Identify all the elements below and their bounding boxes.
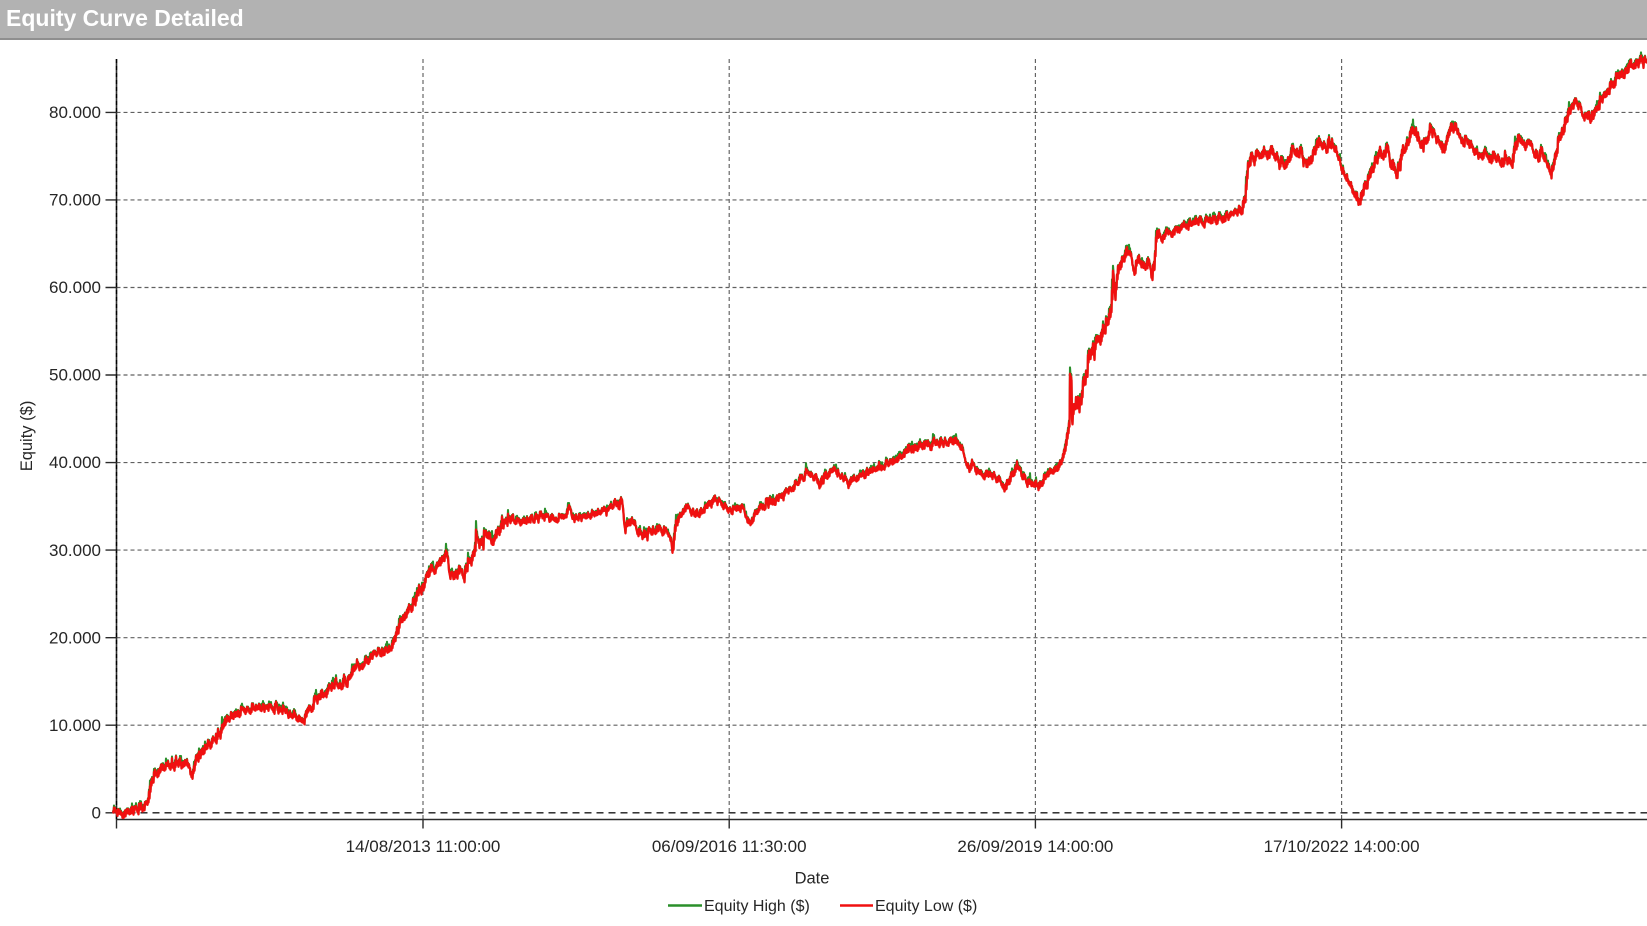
svg-text:Date: Date [795, 870, 830, 888]
svg-text:Equity Low ($): Equity Low ($) [875, 898, 977, 915]
svg-text:10.000: 10.000 [49, 716, 101, 735]
svg-text:Equity High ($): Equity High ($) [704, 898, 810, 915]
svg-text:Equity ($): Equity ($) [18, 401, 36, 472]
svg-text:17/10/2022 14:00:00: 17/10/2022 14:00:00 [1264, 837, 1420, 856]
svg-text:0: 0 [92, 803, 101, 822]
svg-text:40.000: 40.000 [49, 453, 101, 472]
svg-text:60.000: 60.000 [49, 278, 101, 297]
svg-text:70.000: 70.000 [49, 191, 101, 210]
svg-text:14/08/2013 11:00:00: 14/08/2013 11:00:00 [346, 837, 501, 856]
svg-text:20.000: 20.000 [49, 628, 101, 647]
svg-text:50.000: 50.000 [49, 366, 101, 385]
svg-text:80.000: 80.000 [49, 103, 101, 122]
svg-text:26/09/2019 14:00:00: 26/09/2019 14:00:00 [957, 837, 1113, 856]
svg-text:06/09/2016 11:30:00: 06/09/2016 11:30:00 [652, 837, 807, 856]
svg-text:30.000: 30.000 [49, 541, 101, 560]
